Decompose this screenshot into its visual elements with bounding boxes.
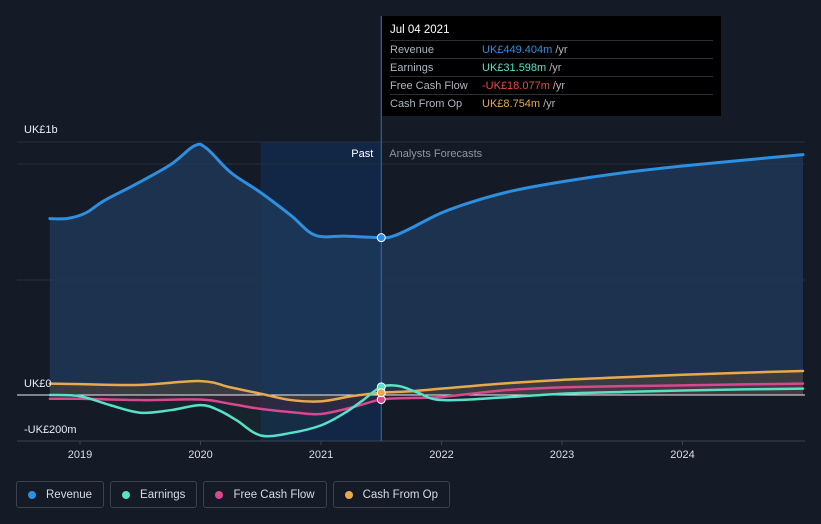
past-label: Past	[351, 148, 373, 160]
x-tick-label: 2021	[309, 449, 333, 461]
cash-from-op-marker	[376, 388, 386, 398]
tooltip-row-name: Earnings	[390, 61, 434, 74]
legend-dot-icon	[122, 490, 131, 499]
y-axis-labels: UK£1b UK£0 -UK£200m	[24, 124, 77, 436]
tooltip-row: Free Cash Flow -UK£18.077m/yr	[390, 76, 713, 94]
legend-item-earnings[interactable]: Earnings	[110, 481, 198, 508]
x-tick-label: 2019	[68, 449, 92, 461]
free-cash-flow-line	[48, 382, 805, 416]
forecast-label: Analysts Forecasts	[389, 148, 482, 160]
earnings-area	[49, 385, 803, 437]
legend-item-cash-from-op[interactable]: Cash From Op	[332, 481, 451, 508]
y-axis-label: UK£0	[24, 378, 52, 390]
legend-dot-icon	[28, 490, 36, 499]
x-tick-label: 2023	[550, 449, 574, 461]
cash-from-op-line	[48, 369, 805, 403]
series-lines	[48, 142, 805, 438]
revenue-area	[49, 144, 803, 395]
revenue-marker	[376, 233, 386, 243]
revenue-line	[48, 142, 805, 240]
tooltip-row-name: Cash From Op	[390, 97, 463, 110]
legend-label: Cash From Op	[362, 488, 439, 501]
series-areas	[49, 144, 803, 437]
tooltip-row-value: -UK£18.077m	[482, 79, 550, 92]
tooltip-row: Revenue UK£449.404m/yr	[390, 40, 713, 58]
legend: Revenue Earnings Free Cash Flow Cash From O…	[16, 481, 451, 508]
hover-markers	[376, 233, 386, 405]
x-tick-label: 2022	[429, 449, 453, 461]
tooltip-row-unit: /yr	[552, 79, 566, 92]
tooltip-row-name: Revenue	[390, 43, 435, 56]
tooltip-row-value: UK£31.598m	[482, 61, 547, 74]
tooltip: Jul 04 2021 Revenue UK£449.404m/yr Earning…	[382, 16, 721, 116]
tooltip-row-value: UK£8.754m	[482, 97, 541, 110]
legend-dot-icon	[215, 490, 224, 499]
tooltip-row-name: Free Cash Flow	[390, 79, 468, 92]
legend-label: Revenue	[46, 488, 93, 501]
y-axis-label: -UK£200m	[24, 424, 77, 436]
tooltip-row: Cash From Op UK£8.754m/yr	[390, 94, 713, 112]
legend-dot-icon	[344, 490, 353, 499]
earnings-line	[48, 384, 805, 438]
x-tick-label: 2020	[188, 449, 212, 461]
legend-label: Earnings	[140, 488, 186, 501]
tooltip-rows: Revenue UK£449.404m/yr Earnings UK£31.598m /…	[390, 40, 713, 112]
tooltip-row-value: UK£449.404m	[482, 43, 553, 56]
legend-item-free-cash-flow[interactable]: Free Cash Flow	[203, 481, 327, 508]
legend-label: Free Cash Flow	[233, 488, 315, 501]
legend-item-revenue[interactable]: Revenue	[16, 481, 105, 508]
y-axis-label: UK£1b	[24, 124, 58, 136]
tooltip-row-unit: /yr	[543, 97, 556, 110]
tooltip-row: Earnings UK£31.598m/yr	[390, 58, 713, 76]
x-axis-ticks: 2019 2020 2021 2022 2023 2024	[68, 441, 695, 461]
tooltip-date: Jul 04 2021	[390, 24, 450, 36]
tooltip-row-unit: /yr	[549, 61, 562, 74]
x-tick-label: 2024	[670, 449, 694, 461]
tooltip-row-unit: /yr	[555, 43, 568, 56]
